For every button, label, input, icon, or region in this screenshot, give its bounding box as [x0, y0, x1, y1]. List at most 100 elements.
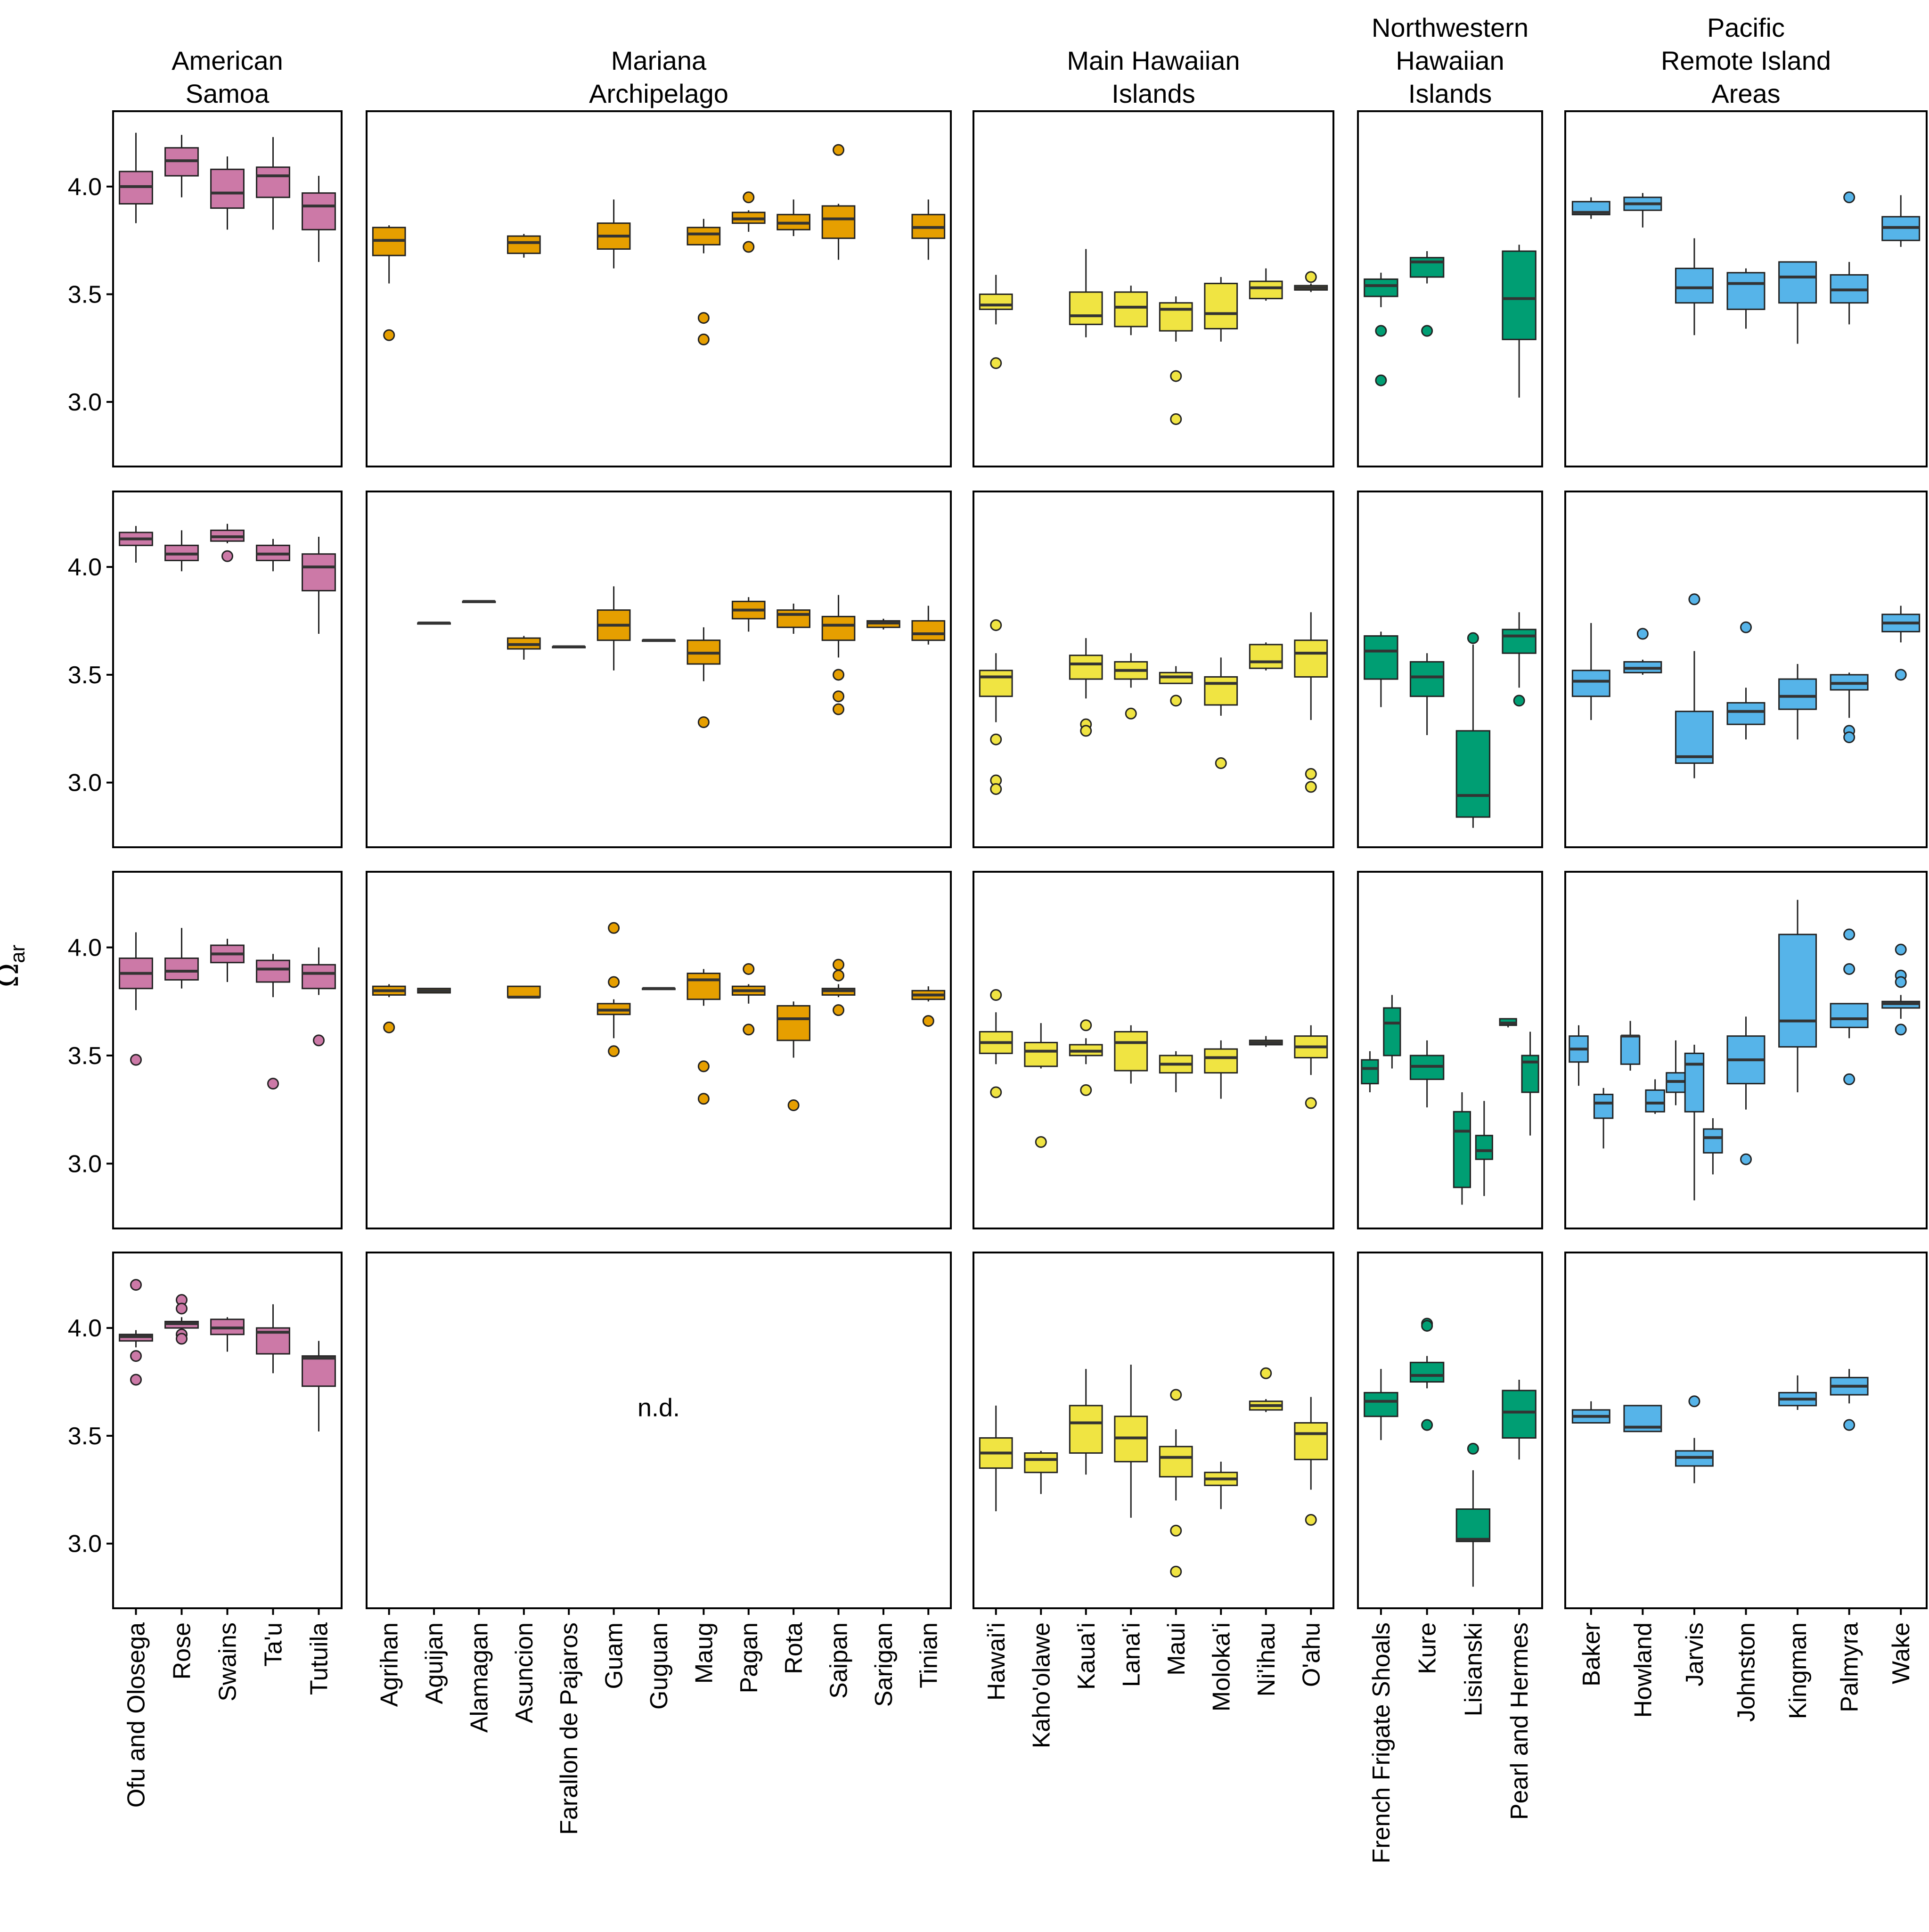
- site-label-wake: Wake: [1888, 1622, 1915, 1684]
- box-2012-2014-palmyra: [1830, 672, 1869, 744]
- y-tick-label: 3.0: [68, 1150, 102, 1178]
- box-2015-2017-maug: [687, 969, 721, 1105]
- box-iqr: [1361, 1059, 1379, 1085]
- panel-frame-2012-2014-pacific-remote-island-areas: [1564, 491, 1928, 848]
- outlier-point: [743, 963, 755, 975]
- box-2012-2014-lisianski: [1455, 632, 1491, 828]
- outlier-point: [787, 1099, 800, 1111]
- outlier-point: [1895, 943, 1907, 956]
- box-iqr: [687, 973, 721, 1000]
- box-2018-2019-baker: [1571, 1401, 1610, 1424]
- box-iqr: [1475, 1135, 1493, 1160]
- site-label-guam: Guam: [601, 1622, 628, 1689]
- box-2012-2014-saipan: [821, 595, 856, 715]
- panel-frame-2018-2019-american-samoa: [112, 1252, 343, 1609]
- box-iqr: [1455, 1508, 1491, 1542]
- outlier-point: [1513, 695, 1525, 707]
- y-tick-label: 3.5: [68, 281, 102, 308]
- site-label-jarvis: Jarvis: [1681, 1622, 1708, 1686]
- box-2015-2017-kure: [1409, 1040, 1445, 1108]
- outlier-point: [1305, 1097, 1317, 1109]
- y-axis-title-subscript: ar: [6, 945, 29, 963]
- box-iqr: [507, 985, 541, 998]
- panel-frame-2012-2014-mariana-archipelago: [366, 491, 952, 848]
- box-iqr: [1593, 1094, 1614, 1119]
- box-iqr: [1204, 1048, 1238, 1074]
- y-tick-label: 4.0: [68, 173, 102, 201]
- outlier-point: [1740, 621, 1752, 633]
- box-2010-2011-maui: [1159, 296, 1193, 425]
- site-label-ni-ihau: Ni'ihau: [1253, 1622, 1280, 1696]
- outlier-point: [1895, 1023, 1907, 1036]
- box-2018-2019-pearl-and-hermes: [1502, 1379, 1537, 1460]
- site-label-johnston: Johnston: [1733, 1622, 1760, 1722]
- box-2012-2014-moloka-i: [1204, 657, 1238, 770]
- y-tick-label: 3.0: [68, 770, 102, 797]
- box-2018-2019-french-frigate-shoals: [1364, 1369, 1398, 1441]
- box-iqr: [1114, 1031, 1148, 1072]
- box-2018-2019-kure: [1409, 1318, 1445, 1431]
- box-iqr: [1453, 1111, 1471, 1188]
- outlier-point: [1843, 191, 1855, 204]
- y-tick-label: 4.0: [68, 554, 102, 581]
- box-iqr: [1204, 676, 1238, 706]
- panel-frame-2018-2019-main-hawaiian-islands: [973, 1252, 1334, 1609]
- box-2012-2014-baker: [1571, 623, 1610, 720]
- outlier-point: [833, 690, 845, 703]
- box-iqr: [1684, 1052, 1705, 1113]
- box-2015-2017-guam: [597, 922, 631, 1057]
- box-2015-2017-pagan: [731, 963, 766, 1036]
- y-tick-label: 3.0: [68, 389, 102, 416]
- box-2010-2011-palmyra: [1830, 191, 1869, 325]
- box-2010-2011-swains: [210, 156, 245, 230]
- outlier-point: [608, 922, 620, 934]
- box-2010-2011-moloka-i: [1204, 277, 1238, 342]
- box-2012-2014-sarigan: [866, 618, 900, 630]
- box-2012-2014-french-frigate-shoals: [1364, 631, 1398, 707]
- outlier-point: [1421, 1419, 1433, 1431]
- box-2018-2019-tutuila: [302, 1341, 336, 1432]
- site-label-kaua-i: Kaua'i: [1073, 1622, 1100, 1690]
- box-2018-2019-howland: [1623, 1405, 1662, 1433]
- box-iqr: [164, 958, 199, 981]
- box-2015-2017-wake: [1881, 943, 1921, 1036]
- box-2012-2014-ta-u: [256, 539, 290, 572]
- outlier-point: [1305, 1514, 1317, 1526]
- box-2018-2019-rose: [164, 1294, 199, 1345]
- box-2015-2017-lisianski-1: [1475, 1101, 1493, 1196]
- outlier-point: [1688, 593, 1700, 606]
- y-axis-title: Ωar: [0, 945, 29, 988]
- outlier-point: [1080, 1019, 1092, 1031]
- box-2010-2011-rose: [164, 135, 199, 197]
- box-2010-2011-jarvis: [1675, 238, 1714, 336]
- box-iqr: [1249, 280, 1283, 300]
- outlier-point: [990, 783, 1002, 795]
- box-2010-2011-kingman: [1778, 261, 1817, 344]
- box-iqr: [1502, 1390, 1537, 1439]
- panel-frame-2018-2019-mariana-archipelago: [366, 1252, 952, 1609]
- outlier-point: [1170, 1565, 1182, 1578]
- box-iqr: [1675, 268, 1714, 304]
- box-2018-2019-moloka-i: [1204, 1461, 1238, 1509]
- outlier-point: [1170, 1389, 1182, 1401]
- outlier-point: [1170, 413, 1182, 425]
- box-2015-2017-asuncion: [507, 985, 541, 999]
- box-iqr: [1409, 661, 1445, 697]
- box-iqr: [1069, 1405, 1103, 1454]
- site-label-swains: Swains: [214, 1622, 242, 1702]
- region-title-pacific-remote-island-areas: Areas: [1711, 79, 1780, 108]
- y-tick-label: 3.5: [68, 1042, 102, 1070]
- outlier-point: [990, 733, 1002, 745]
- outlier-point: [1843, 963, 1855, 975]
- outlier-point: [130, 1350, 142, 1362]
- box-iqr: [1364, 635, 1398, 680]
- box-2012-2014-alamagan: [462, 600, 496, 603]
- site-label-pearl-and-hermes: Pearl and Hermes: [1506, 1622, 1533, 1820]
- box-2012-2014-howland: [1623, 628, 1662, 675]
- box-iqr: [1159, 1446, 1193, 1478]
- y-tick-label: 4.0: [68, 934, 102, 962]
- box-iqr: [302, 964, 336, 990]
- box-2015-2017-tinian: [911, 986, 946, 1027]
- box-iqr: [911, 620, 946, 641]
- box-2015-2017-lisianski-0: [1453, 1092, 1471, 1205]
